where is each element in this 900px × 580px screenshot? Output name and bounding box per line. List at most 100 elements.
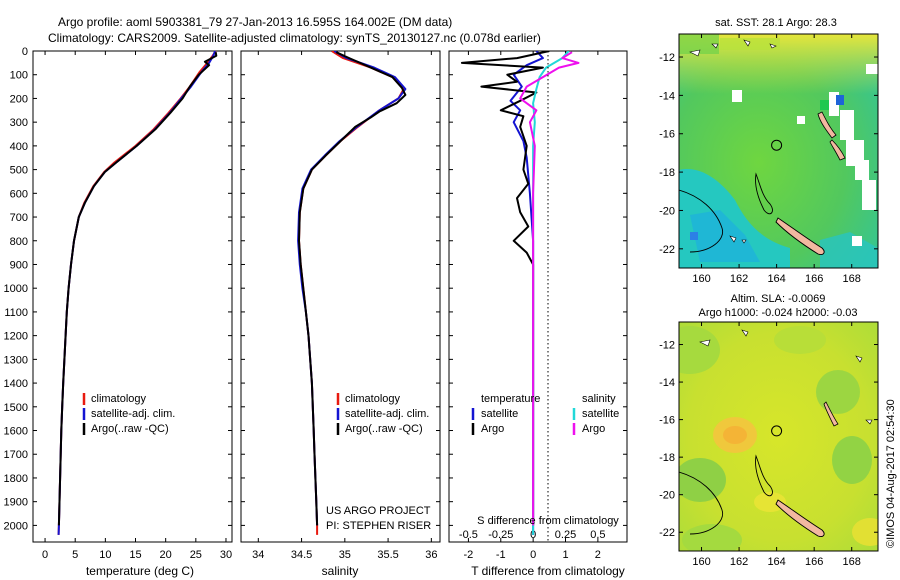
project-annotation: US ARGO PROJECT [326, 505, 431, 517]
map-x-tick-label: 166 [805, 556, 823, 568]
legend-title-salinity: salinity [582, 393, 616, 405]
x-tick-label: -1 [496, 549, 506, 561]
depth-tick-label: 1700 [4, 449, 28, 461]
map-y-tick-label: -22 [659, 244, 675, 256]
depth-tick-label: 700 [10, 212, 28, 224]
x-tick-label: 34.5 [291, 549, 312, 561]
map-y-tick-label: -16 [659, 129, 675, 141]
series-argo-raw-qc- [57, 52, 218, 526]
legend-label: satellite [582, 408, 619, 420]
map-x-tick-label: 162 [730, 556, 748, 568]
map-x-tick-label: 160 [692, 273, 710, 285]
x-tick-label: 15 [129, 549, 141, 561]
legend-label: satellite-adj. clim. [345, 408, 429, 420]
map-x-tick-label: 168 [843, 273, 861, 285]
s-diff-tick-label: -0.5 [459, 529, 478, 541]
series-t-argo [460, 51, 550, 526]
map-x-tick-label: 166 [805, 273, 823, 285]
sla-argo-marker [771, 425, 783, 437]
depth-tick-label: 1400 [4, 378, 28, 390]
depth-tick-label: 500 [10, 165, 28, 177]
depth-tick-label: 400 [10, 141, 28, 153]
x-tick-label: 36 [425, 549, 437, 561]
salinity-axes [240, 50, 441, 543]
map-y-tick-label: -20 [659, 490, 675, 502]
x-tick-label: 5 [72, 549, 78, 561]
x-tick-label: 30 [220, 549, 232, 561]
difference-curves [460, 51, 580, 535]
sla-map-title: Altim. SLA: -0.0069 [731, 293, 826, 305]
x-tick-label: 34 [252, 549, 264, 561]
depth-tick-label: 200 [10, 93, 28, 105]
series-satellite-adj-clim- [57, 51, 217, 535]
sla-map-field [679, 322, 878, 551]
depth-tick-label: 2000 [4, 520, 28, 532]
temperature-curves [57, 51, 218, 535]
x-tick-label: 0 [530, 549, 536, 561]
temperature-xlabel: temperature (deg C) [86, 564, 194, 578]
x-tick-label: 2 [595, 549, 601, 561]
depth-tick-label: 1100 [4, 307, 28, 319]
x-tick-label: 10 [99, 549, 111, 561]
s-diff-tick-label: 0.25 [555, 529, 576, 541]
sst-map-field [679, 34, 878, 268]
map-x-tick-label: 164 [767, 273, 785, 285]
credit-text: ©IMOS 04-Aug-2017 02:54:30 [885, 399, 897, 548]
map-y-tick-label: -18 [659, 167, 675, 179]
x-tick-label: 1 [562, 549, 568, 561]
s-diff-tick-label: 0.5 [590, 529, 605, 541]
map-x-tick-label: 160 [692, 556, 710, 568]
depth-tick-label: 1900 [4, 497, 28, 509]
map-y-tick-label: -20 [659, 205, 675, 217]
depth-tick-label: 1000 [4, 283, 28, 295]
x-axes: 0 5 10 15 20 25 30 34 34.5 35 35.5 36 -2 -1 0 1 2 -0.5 -0.… [42, 51, 606, 561]
s-diff-tick-label: 0 [530, 529, 536, 541]
s-diff-tick-label: -0.25 [488, 529, 513, 541]
depth-tick-label: 1500 [4, 402, 28, 414]
salinity-legend: climatology satellite-adj. clim. Argo(..… [326, 393, 431, 532]
legend-label: Argo(..raw -QC) [91, 423, 169, 435]
x-tick-label: 20 [160, 549, 172, 561]
sst-map-frame [678, 33, 879, 269]
salinity-xlabel: salinity [322, 564, 359, 578]
depth-tick-label: 1300 [4, 354, 28, 366]
map-x-tick-label: 168 [843, 556, 861, 568]
x-tick-label: 35 [339, 549, 351, 561]
x-tick-label: 25 [190, 549, 202, 561]
x-tick-label: 35.5 [377, 549, 398, 561]
depth-tick-label: 0 [22, 46, 28, 58]
difference-axes [448, 50, 628, 543]
map-x-tick-label: 162 [730, 273, 748, 285]
map-y-tick-label: -14 [659, 90, 675, 102]
map-y-tick-label: -18 [659, 452, 675, 464]
series-t-satellite [509, 51, 544, 535]
sst-argo-marker [771, 139, 783, 151]
header-line-1: Argo profile: aoml 5903381_79 27-Jan-201… [58, 15, 452, 29]
series-s-argo [519, 51, 580, 526]
depth-tick-label: 1600 [4, 426, 28, 438]
sla-map-frame [678, 321, 879, 552]
sst-map-axes: 160 162 164 166 168 -12 -14 -16 -18 -20 -22 [659, 34, 878, 285]
legend-title-temperature: temperature [481, 393, 540, 405]
legend-label: Argo(..raw -QC) [345, 423, 423, 435]
legend-label: satellite [481, 408, 518, 420]
sst-map-title: sat. SST: 28.1 Argo: 28.3 [715, 17, 837, 29]
depth-tick-label: 800 [10, 236, 28, 248]
sla-map-subtitle: Argo h1000: -0.024 h2000: -0.03 [698, 307, 857, 319]
header-line-2: Climatology: CARS2009. Satellite-adjuste… [48, 31, 541, 45]
legend-label: climatology [345, 393, 401, 405]
depth-tick-label: 1200 [4, 331, 28, 343]
temperature-legend: climatology satellite-adj. clim. Argo(..… [82, 393, 175, 435]
map-y-tick-label: -14 [659, 377, 675, 389]
legend-label: Argo [582, 423, 605, 435]
legend-label: satellite-adj. clim. [91, 408, 175, 420]
temperature-axes [32, 50, 233, 543]
salinity-curves [297, 51, 407, 535]
legend-label: Argo [481, 423, 504, 435]
legend-label: climatology [91, 393, 147, 405]
depth-tick-label: 600 [10, 188, 28, 200]
difference-xlabel: T difference from climatology [471, 564, 625, 578]
series-argo-raw-qc- [298, 51, 407, 526]
map-y-tick-label: -12 [659, 340, 675, 352]
